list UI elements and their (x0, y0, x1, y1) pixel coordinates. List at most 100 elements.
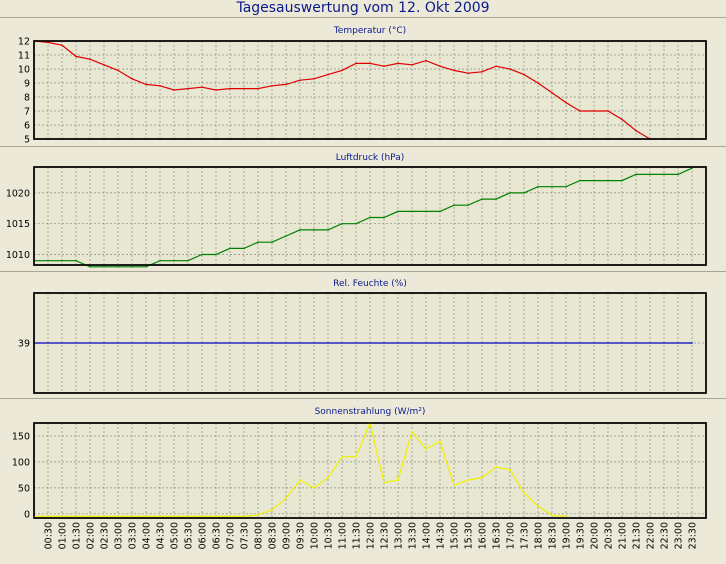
pressure-point (103, 266, 105, 268)
x-tick-label: 17:00 (506, 522, 517, 549)
temperature-point (593, 110, 595, 112)
pressure-point (355, 222, 357, 225)
x-tick-label: 09:00 (282, 522, 293, 549)
temperature-point (47, 41, 49, 44)
humidity-point (691, 342, 693, 344)
x-tick-label: 18:30 (548, 522, 559, 549)
radiation-point (47, 515, 49, 518)
temperature-point (579, 110, 581, 112)
y-tick-label: 7 (24, 107, 30, 118)
y-tick-label: 12 (18, 37, 30, 48)
temperature-point (425, 59, 427, 62)
x-tick-label: 06:00 (198, 522, 209, 549)
radiation-point (551, 514, 553, 517)
radiation-point (103, 515, 105, 518)
temperature-point (243, 87, 245, 90)
x-tick-label: 16:30 (492, 522, 503, 549)
y-tick-label: 10 (18, 65, 30, 76)
radiation-point (439, 440, 441, 443)
y-tick-label: 39 (18, 339, 30, 350)
x-tick-label: 22:00 (646, 522, 657, 549)
radiation-point (495, 466, 497, 468)
temperature-point (215, 89, 217, 91)
x-tick-label: 15:30 (464, 522, 475, 549)
radiation-point (425, 448, 427, 450)
pressure-point (299, 229, 301, 231)
pressure-point (691, 167, 693, 169)
pressure-point (159, 259, 161, 262)
temperature-point (131, 78, 133, 80)
pressure-point (607, 179, 609, 182)
pressure-line (34, 167, 693, 268)
temperature-point (565, 101, 567, 104)
temperature-point (411, 64, 413, 66)
x-tick-label: 01:00 (58, 522, 69, 549)
radiation-point (61, 515, 63, 518)
x-tick-label: 21:00 (618, 522, 629, 549)
temperature-point (89, 58, 91, 60)
radiation-plot-frame (33, 422, 707, 519)
x-tick-label: 11:00 (338, 522, 349, 549)
x-tick-label: 10:00 (310, 522, 321, 549)
x-tick-label: 15:00 (450, 522, 461, 549)
radiation-point (453, 484, 455, 487)
pressure-point (117, 266, 119, 268)
pressure-point (89, 266, 91, 268)
radiation-point (159, 515, 161, 518)
radiation-point (173, 515, 175, 518)
radiation-point (411, 431, 413, 433)
pressure-point (453, 204, 455, 206)
pressure-point (229, 247, 231, 250)
pressure-point (663, 173, 665, 176)
pressure-point (537, 185, 539, 188)
pressure-point (635, 173, 637, 176)
y-tick-label: 6 (24, 121, 30, 132)
radiation-point (565, 515, 567, 518)
pressure-point (243, 247, 245, 250)
x-tick-label: 19:00 (562, 522, 573, 549)
temperature-point (383, 65, 385, 67)
pressure-point (509, 192, 511, 194)
temperature-point (285, 83, 287, 86)
x-tick-label: 07:30 (240, 522, 251, 549)
temperature-point (117, 69, 119, 72)
x-tick-label: 07:00 (226, 522, 237, 549)
temperature-point (355, 62, 357, 65)
pressure-point (495, 198, 497, 200)
radiation-point (537, 505, 539, 507)
x-tick-label: 05:30 (184, 522, 195, 549)
x-tick-label: 00:30 (44, 522, 55, 549)
x-tick-label: 21:30 (632, 522, 643, 549)
pressure-point (271, 241, 273, 243)
divider (0, 271, 726, 272)
pressure-point (383, 216, 385, 219)
x-tick-label: 02:00 (86, 522, 97, 549)
x-tick-label: 16:00 (478, 522, 489, 549)
temperature-point (481, 71, 483, 73)
temperature-point (397, 62, 399, 65)
temperature-point (313, 78, 315, 80)
radiation-point (89, 515, 91, 518)
humidity-chart-title: Rel. Feuchte (%) (333, 279, 407, 289)
divider (0, 17, 726, 18)
x-tick-label: 14:00 (422, 522, 433, 549)
temperature-point (537, 82, 539, 84)
x-tick-label: 03:00 (114, 522, 125, 549)
temperature-point (439, 65, 441, 67)
x-tick-label: 09:30 (296, 522, 307, 549)
x-tick-label: 12:30 (380, 522, 391, 549)
x-tick-label: 01:30 (72, 522, 83, 549)
temperature-point (61, 44, 63, 46)
divider (0, 398, 726, 399)
pressure-point (75, 259, 77, 262)
pressure-point (565, 185, 567, 188)
radiation-point (285, 497, 287, 500)
temperature-point (551, 92, 553, 94)
pressure-point (593, 179, 595, 182)
pressure-point (313, 229, 315, 231)
temperature-plot-frame (33, 40, 707, 140)
x-tick-label: 23:30 (688, 522, 699, 549)
humidity-plot-frame (33, 292, 707, 394)
pressure-point (369, 216, 371, 219)
